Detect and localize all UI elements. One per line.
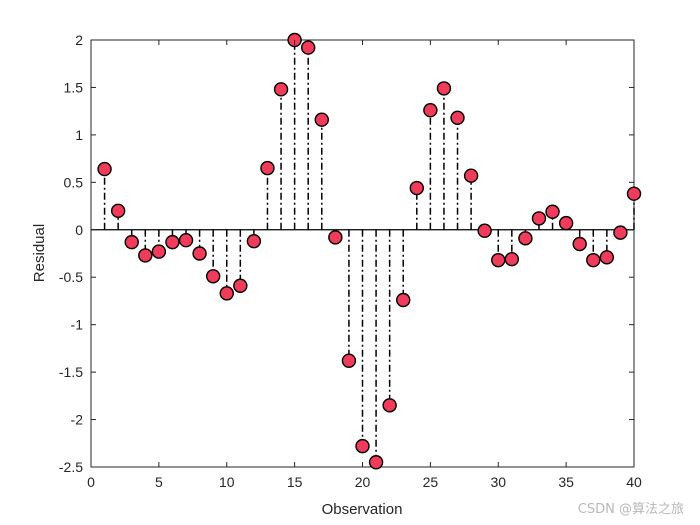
data-point <box>518 231 533 246</box>
y-tick-label: -1.5 <box>59 364 83 380</box>
data-point <box>192 246 207 261</box>
data-point <box>301 40 316 55</box>
data-point <box>477 223 492 238</box>
data-point <box>545 204 560 219</box>
data-point <box>328 230 343 245</box>
data-point <box>409 180 424 196</box>
data-point <box>382 398 397 413</box>
y-tick-label: 0.5 <box>64 174 84 190</box>
y-tick-label: -0.5 <box>59 269 83 285</box>
data-point <box>219 286 234 301</box>
data-point <box>531 211 547 226</box>
y-tick-label: -1 <box>71 317 84 333</box>
x-tick-label: 25 <box>423 474 439 490</box>
y-tick-label: -2 <box>71 412 84 428</box>
data-point <box>260 160 275 176</box>
data-point <box>463 168 479 183</box>
watermark: CSDN @算法之旅 <box>577 502 684 517</box>
x-tick-label: 30 <box>490 474 506 490</box>
data-point <box>151 244 167 259</box>
data-point <box>558 215 574 231</box>
ticks-layer: 0 5 10 15 20 25 30 35 40 2 1.5 1 0.5 0 -0.5 -1 -1.5 -2 -2.… <box>59 32 642 490</box>
plot-area-frame <box>90 39 635 468</box>
data-point <box>572 236 587 252</box>
x-tick-label: 40 <box>626 474 642 490</box>
data-point <box>97 161 112 177</box>
x-axis-label: Observation <box>322 501 403 518</box>
y-tick-label: 1.5 <box>64 79 84 95</box>
data-point <box>491 252 506 268</box>
data-point <box>368 455 384 470</box>
data-point <box>178 233 194 248</box>
data-point <box>165 234 180 250</box>
data-point <box>124 234 139 250</box>
x-tick-label: 0 <box>87 474 95 490</box>
data-point <box>233 278 248 293</box>
x-tick-label: 35 <box>558 474 574 490</box>
data-point <box>341 353 357 368</box>
x-tick-label: 15 <box>287 474 303 490</box>
markers-layer <box>97 32 642 470</box>
data-point <box>246 233 262 249</box>
y-tick-label: 0 <box>75 222 83 238</box>
data-point <box>205 269 221 284</box>
data-point <box>436 81 452 96</box>
y-tick-label: 2 <box>75 32 83 48</box>
data-point <box>396 292 411 308</box>
data-point <box>626 186 642 201</box>
data-point <box>138 248 153 263</box>
y-tick-label: 1 <box>75 127 83 143</box>
data-point <box>450 110 465 126</box>
data-point <box>110 203 126 219</box>
data-point <box>355 438 370 454</box>
x-tick-label: 20 <box>355 474 371 490</box>
data-point <box>314 112 329 127</box>
data-point <box>273 82 289 97</box>
axes-box <box>90 39 635 468</box>
data-point <box>586 252 601 268</box>
data-point <box>613 225 628 240</box>
x-tick-label: 10 <box>219 474 235 490</box>
y-axis-label: Residual <box>31 224 48 282</box>
y-tick-label: -2.5 <box>59 459 83 475</box>
data-point <box>504 251 520 267</box>
data-point <box>599 250 615 265</box>
data-point <box>423 103 438 118</box>
x-tick-label: 5 <box>155 474 163 490</box>
